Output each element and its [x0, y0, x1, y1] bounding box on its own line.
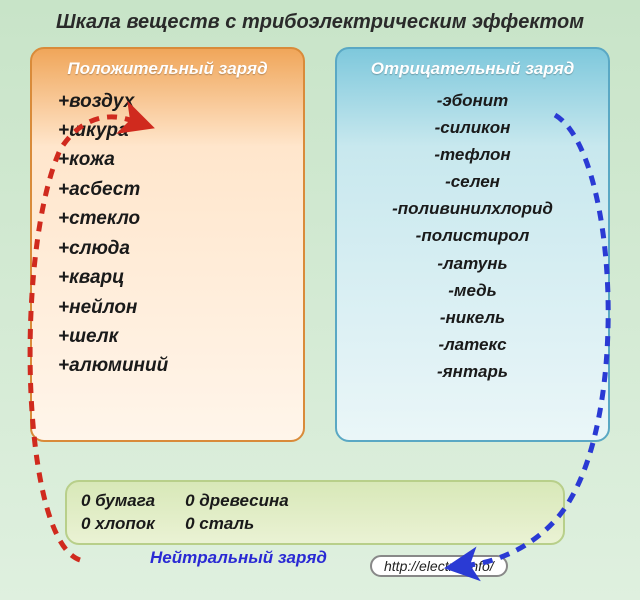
list-item: +асбест [58, 175, 291, 204]
columns: Положительный заряд +воздух +шкура +кожа… [0, 35, 640, 442]
positive-header: Положительный заряд [44, 59, 291, 79]
main-title: Шкала веществ с трибоэлектрическим эффек… [0, 0, 640, 35]
list-item: +стекло [58, 204, 291, 233]
list-item: +шелк [58, 322, 291, 351]
list-item: -поливинилхлорид [349, 195, 596, 222]
list-item: +кварц [58, 263, 291, 292]
list-item: +кожа [58, 145, 291, 174]
list-item: -латекс [349, 331, 596, 358]
list-item: -янтарь [349, 358, 596, 385]
negative-header: Отрицательный заряд [349, 59, 596, 79]
list-item: -никель [349, 304, 596, 331]
list-item: 0 древесина [185, 490, 289, 513]
list-item: -силикон [349, 114, 596, 141]
neutral-card: 0 бумага 0 хлопок 0 древесина 0 сталь [65, 480, 565, 545]
list-item: +слюда [58, 234, 291, 263]
url-badge: http://electrik.info/ [370, 555, 508, 577]
list-item: -медь [349, 277, 596, 304]
list-item: +шкура [58, 116, 291, 145]
positive-list: +воздух +шкура +кожа +асбест +стекло +сл… [44, 87, 291, 381]
list-item: +алюминий [58, 351, 291, 380]
negative-list: -эбонит -силикон -тефлон -селен -поливин… [349, 87, 596, 386]
list-item: -латунь [349, 250, 596, 277]
list-item: -селен [349, 168, 596, 195]
positive-card: Положительный заряд +воздух +шкура +кожа… [30, 47, 305, 442]
list-item: 0 бумага [81, 490, 155, 513]
list-item: -полистирол [349, 222, 596, 249]
list-item: +воздух [58, 87, 291, 116]
neutral-col-1: 0 бумага 0 хлопок [81, 490, 155, 536]
list-item: +нейлон [58, 293, 291, 322]
neutral-label: Нейтральный заряд [150, 548, 327, 568]
list-item: 0 хлопок [81, 513, 155, 536]
list-item: -тефлон [349, 141, 596, 168]
canvas: Шкала веществ с трибоэлектрическим эффек… [0, 0, 640, 600]
negative-card: Отрицательный заряд -эбонит -силикон -те… [335, 47, 610, 442]
list-item: 0 сталь [185, 513, 289, 536]
list-item: -эбонит [349, 87, 596, 114]
neutral-col-2: 0 древесина 0 сталь [185, 490, 289, 536]
